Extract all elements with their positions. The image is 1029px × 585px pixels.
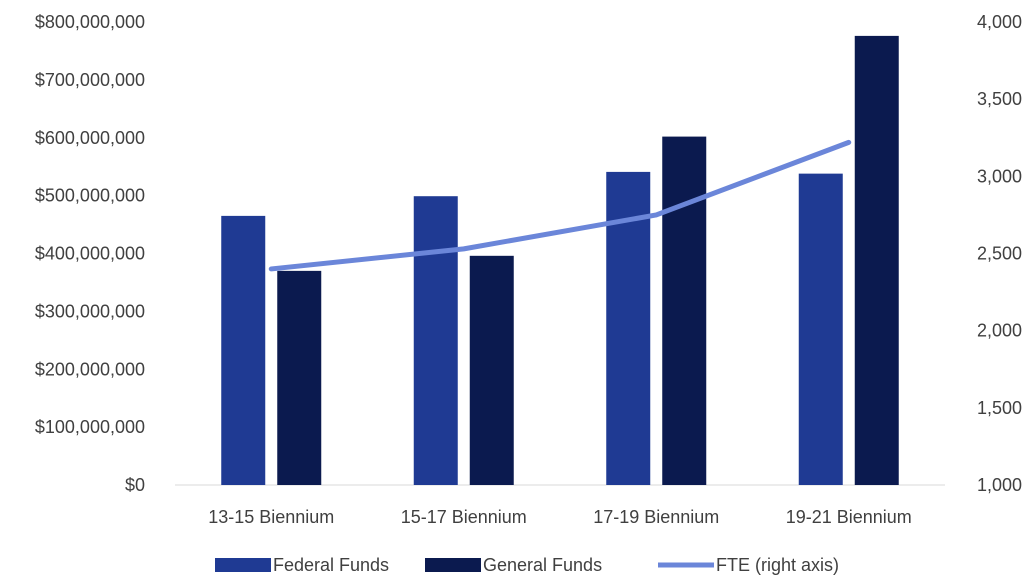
left-axis-tick-label: $300,000,000	[35, 301, 145, 321]
right-axis-tick-label: 1,500	[977, 398, 1022, 418]
left-axis-tick-label: $600,000,000	[35, 128, 145, 148]
federal-funds-bar	[798, 173, 843, 485]
right-axis-tick-label: 3,000	[977, 166, 1022, 186]
category-label: 17-19 Biennium	[593, 507, 719, 527]
left-axis-tick-label: $100,000,000	[35, 417, 145, 437]
right-axis-ticks: 1,000 1,500 2,000 2,500 3,000 3,500 4,000	[977, 12, 1022, 495]
left-axis-tick-label: $700,000,000	[35, 70, 145, 90]
category-label: 15-17 Biennium	[401, 507, 527, 527]
right-axis-tick-label: 4,000	[977, 12, 1022, 32]
legend-label: General Funds	[483, 555, 602, 575]
fte-line-layer	[268, 139, 852, 272]
category-label: 19-21 Biennium	[786, 507, 912, 527]
legend-label: FTE (right axis)	[716, 555, 839, 575]
legend-swatch	[425, 558, 481, 572]
fte-line	[268, 139, 852, 272]
bars	[221, 35, 899, 486]
general-funds-bar	[277, 270, 322, 485]
general-funds-bar	[854, 35, 899, 485]
left-axis-tick-label: $500,000,000	[35, 186, 145, 206]
general-funds-bar	[469, 255, 514, 485]
left-axis-tick-label: $400,000,000	[35, 244, 145, 264]
right-axis-tick-label: 1,000	[977, 475, 1022, 495]
general-funds-bar	[662, 136, 707, 485]
category-label: 13-15 Biennium	[208, 507, 334, 527]
right-axis-tick-label: 2,000	[977, 321, 1022, 341]
left-axis-tick-label: $800,000,000	[35, 12, 145, 32]
left-axis-tick-label: $200,000,000	[35, 359, 145, 379]
category-labels: 13-15 Biennium 15-17 Biennium 17-19 Bienni…	[208, 507, 912, 527]
left-axis-ticks: $0 $100,000,000 $200,000,000 $300,000,000 $4…	[35, 12, 145, 495]
right-axis-tick-label: 2,500	[977, 244, 1022, 264]
legend: Federal Funds General Funds FTE (right axi…	[215, 555, 839, 575]
federal-funds-bar	[221, 215, 266, 485]
right-axis-tick-label: 3,500	[977, 89, 1022, 109]
legend-swatch	[215, 558, 271, 572]
legend-label: Federal Funds	[273, 555, 389, 575]
federal-funds-bar	[413, 196, 458, 486]
left-axis-tick-label: $0	[125, 475, 145, 495]
